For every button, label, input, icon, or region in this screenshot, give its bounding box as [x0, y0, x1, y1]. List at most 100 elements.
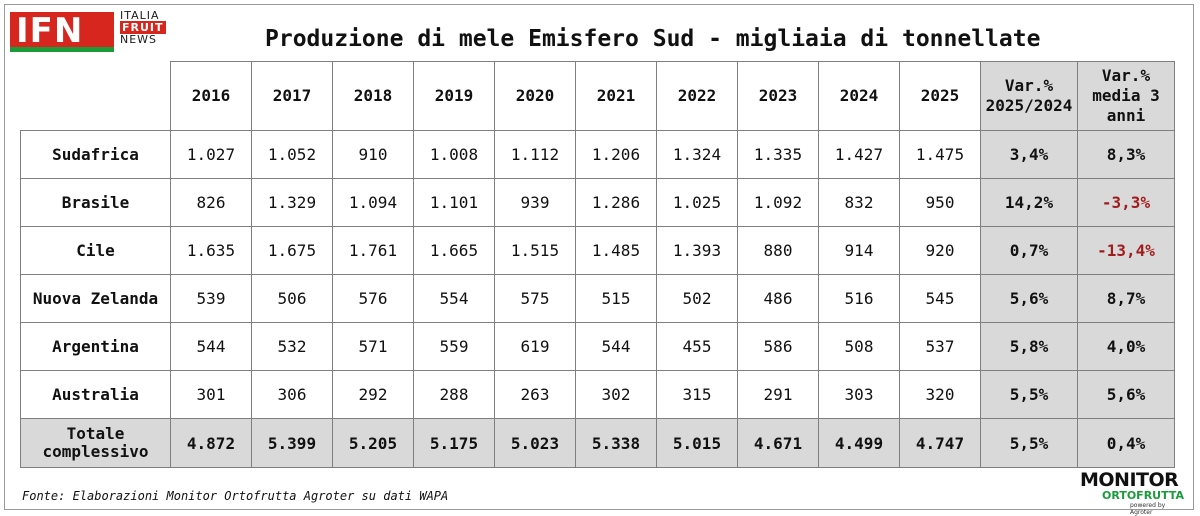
row-label: Cile: [20, 226, 171, 275]
variation-cell: 5,6%: [980, 274, 1078, 323]
total-label-line: complessivo: [42, 442, 149, 461]
variation-cell: 3,4%: [980, 130, 1078, 179]
column-header-2022: 2022: [656, 61, 738, 131]
value-cell: 939: [494, 178, 576, 227]
variation-cell: 8,7%: [1077, 274, 1175, 323]
value-cell: 291: [737, 370, 819, 419]
value-cell: 537: [899, 322, 981, 371]
column-header-2016: 2016: [170, 61, 252, 131]
value-cell: 506: [251, 274, 333, 323]
row-label: Brasile: [20, 178, 171, 227]
total-value-cell: 4.872: [170, 418, 252, 468]
value-cell: 1.475: [899, 130, 981, 179]
variation-cell: 4,0%: [1077, 322, 1175, 371]
value-cell: 1.008: [413, 130, 495, 179]
value-cell: 586: [737, 322, 819, 371]
value-cell: 1.635: [170, 226, 252, 275]
value-cell: 1.206: [575, 130, 657, 179]
column-header-2017: 2017: [251, 61, 333, 131]
column-header-2020: 2020: [494, 61, 576, 131]
value-cell: 619: [494, 322, 576, 371]
total-value-cell: 4.499: [818, 418, 900, 468]
ifn-logo: IFN ITALIA FRUIT NEWS: [10, 10, 170, 56]
value-cell: 1.101: [413, 178, 495, 227]
value-cell: 1.393: [656, 226, 738, 275]
value-cell: 539: [170, 274, 252, 323]
value-cell: 303: [818, 370, 900, 419]
value-cell: 263: [494, 370, 576, 419]
column-header-2024: 2024: [818, 61, 900, 131]
total-value-cell: 5.399: [251, 418, 333, 468]
column-header-line: media 3: [1092, 86, 1160, 105]
variation-cell: 0,7%: [980, 226, 1078, 275]
value-cell: 950: [899, 178, 981, 227]
header-row: 2016 2017 2018 2019 2020 2021 2022 2023 2024 2025…: [20, 61, 1175, 131]
value-cell: 532: [251, 322, 333, 371]
value-cell: 576: [332, 274, 414, 323]
value-cell: 1.665: [413, 226, 495, 275]
chart-title: Produzione di mele Emisfero Sud - miglia…: [265, 26, 1041, 52]
value-cell: 1.427: [818, 130, 900, 179]
variation-cell: 14,2%: [980, 178, 1078, 227]
value-cell: 516: [818, 274, 900, 323]
value-cell: 1.329: [251, 178, 333, 227]
total-value-cell: 5.015: [656, 418, 738, 468]
value-cell: 1.515: [494, 226, 576, 275]
value-cell: 1.335: [737, 130, 819, 179]
column-header-2018: 2018: [332, 61, 414, 131]
total-variation-cell: 0,4%: [1077, 418, 1175, 468]
row-label: Argentina: [20, 322, 171, 371]
value-cell: 1.761: [332, 226, 414, 275]
table-row: Nuova Zelanda 539 506 576 554 575 515 502 486 516…: [20, 274, 1175, 323]
row-label: Nuova Zelanda: [20, 274, 171, 323]
table-row: Sudafrica 1.027 1.052 910 1.008 1.112 1.206 1.3…: [20, 130, 1175, 179]
value-cell: 315: [656, 370, 738, 419]
logo-side-text: ITALIA FRUIT NEWS: [120, 10, 180, 46]
value-cell: 1.027: [170, 130, 252, 179]
total-variation-cell: 5,5%: [980, 418, 1078, 468]
value-cell: 292: [332, 370, 414, 419]
total-label-line: Totale: [66, 424, 125, 443]
variation-cell: 5,5%: [980, 370, 1078, 419]
value-cell: 554: [413, 274, 495, 323]
source-note: Fonte: Elaborazioni Monitor Ortofrutta A…: [22, 489, 449, 503]
value-cell: 914: [818, 226, 900, 275]
column-header-line: 2025/2024: [985, 96, 1073, 115]
value-cell: 832: [818, 178, 900, 227]
value-cell: 320: [899, 370, 981, 419]
column-header-line: anni: [1106, 106, 1146, 125]
variation-cell: -13,4%: [1077, 226, 1175, 275]
column-header-var2: Var.% media 3 anni: [1077, 61, 1175, 131]
value-cell: 302: [575, 370, 657, 419]
monitor-ortofrutta-logo: MONITOR ORTOFRUTTA powered by Agroter: [1080, 469, 1188, 516]
data-table: 2016 2017 2018 2019 2020 2021 2022 2023 2024 2025…: [20, 61, 1175, 468]
table-row: Australia 301 306 292 288 263 302 315 291 303 320 5…: [20, 370, 1175, 419]
table-row: Cile 1.635 1.675 1.761 1.665 1.515 1.485 1.393 8…: [20, 226, 1175, 275]
value-cell: 545: [899, 274, 981, 323]
brand-top: MONITOR: [1080, 469, 1179, 491]
value-cell: 1.052: [251, 130, 333, 179]
value-cell: 306: [251, 370, 333, 419]
column-header-2023: 2023: [737, 61, 819, 131]
value-cell: 1.324: [656, 130, 738, 179]
total-value-cell: 5.023: [494, 418, 576, 468]
row-label: Sudafrica: [20, 130, 171, 179]
total-value-cell: 5.175: [413, 418, 495, 468]
value-cell: 502: [656, 274, 738, 323]
value-cell: 559: [413, 322, 495, 371]
value-cell: 515: [575, 274, 657, 323]
value-cell: 544: [575, 322, 657, 371]
variation-cell: 5,8%: [980, 322, 1078, 371]
variation-cell: 5,6%: [1077, 370, 1175, 419]
column-header-line: Var.%: [1004, 76, 1054, 95]
value-cell: 508: [818, 322, 900, 371]
value-cell: 880: [737, 226, 819, 275]
column-header-2025: 2025: [899, 61, 981, 131]
logo-letters: IFN: [16, 11, 84, 51]
variation-cell: -3,3%: [1077, 178, 1175, 227]
column-header-line: Var.%: [1101, 66, 1151, 85]
value-cell: 1.112: [494, 130, 576, 179]
table-row: Argentina 544 532 571 559 619 544 455 586 508 537 5…: [20, 322, 1175, 371]
table-body: Sudafrica 1.027 1.052 910 1.008 1.112 1.206 1.3…: [20, 130, 1175, 468]
logo-line-1: ITALIA: [120, 9, 160, 22]
